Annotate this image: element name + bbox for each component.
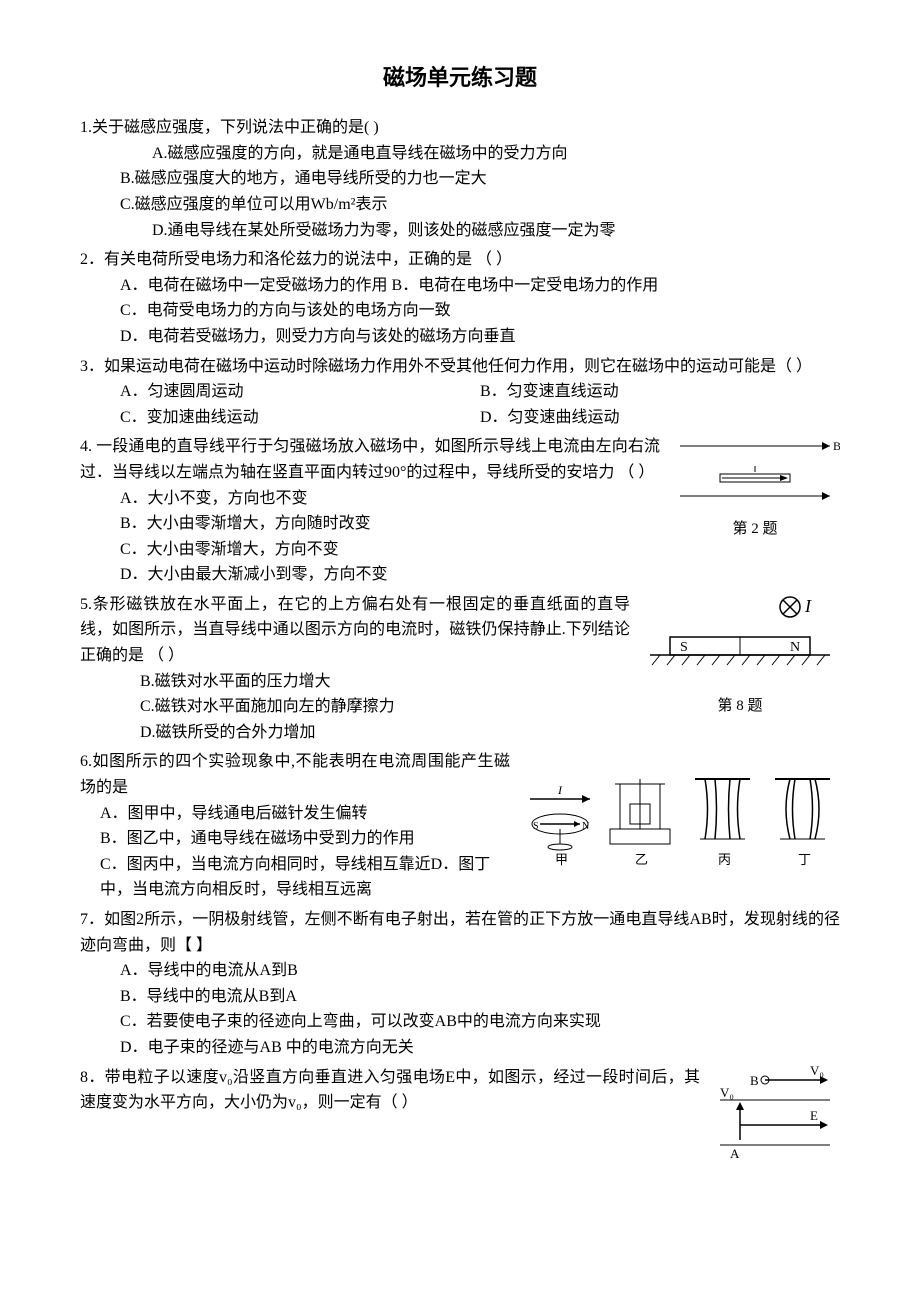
option-a: A．匀速圆周运动: [120, 379, 480, 405]
question-2: 2．有关电荷所受电场力和洛伦兹力的说法中，正确的是 （ ） A．电荷在磁场中一定…: [80, 247, 840, 349]
options: A．电荷在磁场中一定受磁场力的作用 B．电荷在电场中一定受电场力的作用 C．电荷…: [80, 273, 840, 350]
svg-text:V₀: V₀: [720, 1085, 734, 1100]
option-b: B．导线中的电流从B到A: [120, 984, 840, 1010]
question-text: 7．如图2所示，一阴极射线管，左侧不断有电子射出，若在管的正下方放一通电直导线A…: [80, 907, 840, 958]
svg-text:乙: 乙: [635, 852, 648, 867]
question-text: 3．如果运动电荷在磁场中运动时除磁场力作用外不受其他任何力作用，则它在磁场中的运…: [80, 354, 840, 380]
option-b: B．匀变速直线运动: [480, 379, 840, 405]
option-d: D．电子束的径迹与AB 中的电流方向无关: [120, 1035, 840, 1061]
figure-q8: V₀ B V₀ E A: [710, 1065, 840, 1174]
option-c: C．若要使电子束的径迹向上弯曲，可以改变AB中的电流方向来实现: [120, 1009, 840, 1035]
question-text: 2．有关电荷所受电场力和洛伦兹力的说法中，正确的是 （ ）: [80, 247, 840, 273]
question-6: I S N 甲 乙: [80, 749, 840, 903]
question-7: 7．如图2所示，一阴极射线管，左侧不断有电子射出，若在管的正下方放一通电直导线A…: [80, 907, 840, 1061]
options: A．导线中的电流从A到B B．导线中的电流从B到A C．若要使电子束的径迹向上弯…: [80, 958, 840, 1060]
figure-label: 第 8 题: [640, 694, 840, 718]
option-a: A．导线中的电流从A到B: [120, 958, 840, 984]
option-d: D．大小由最大渐减小到零，方向不变: [120, 562, 840, 588]
page-title: 磁场单元练习题: [80, 60, 840, 95]
option-ab: A．电荷在磁场中一定受磁场力的作用 B．电荷在电场中一定受电场力的作用: [120, 273, 840, 299]
svg-text:I: I: [557, 783, 563, 797]
question-3: 3．如果运动电荷在磁场中运动时除磁场力作用外不受其他任何力作用，则它在磁场中的运…: [80, 354, 840, 431]
svg-text:B: B: [750, 1073, 759, 1088]
option-d: D.磁铁所受的合外力增加: [140, 720, 840, 746]
option-a: A.磁感应强度的方向，就是通电直导线在磁场中的受力方向: [120, 141, 840, 167]
options: A．匀速圆周运动 B．匀变速直线运动 C．变加速曲线运动 D．匀变速曲线运动: [80, 379, 840, 430]
figure-label: 第 2 题: [670, 517, 840, 541]
option-c: C.磁感应强度的单位可以用Wb/m²表示: [120, 192, 840, 218]
label-n: N: [790, 640, 800, 655]
svg-text:N: N: [582, 821, 589, 832]
question-1: 1.关于磁感应强度，下列说法中正确的是( ) A.磁感应强度的方向，就是通电直导…: [80, 115, 840, 243]
option-d: D．电荷若受磁场力，则受力方向与该处的磁场方向垂直: [120, 324, 840, 350]
question-4: B 第 2 题 4. 一段通电的直导线平行于匀强磁场放入磁场中，如图所示导线上电…: [80, 434, 840, 588]
svg-text:丙: 丙: [718, 852, 731, 867]
option-d: D.通电导线在某处所受磁场力为零，则该处的磁感应强度一定为零: [120, 218, 840, 244]
svg-text:E: E: [810, 1108, 818, 1123]
option-d: D．匀变速曲线运动: [480, 405, 840, 431]
svg-text:A: A: [730, 1146, 740, 1161]
label-i: I: [804, 596, 812, 616]
svg-text:甲: 甲: [555, 852, 568, 867]
four-experiments-diagram: I S N 甲 乙: [520, 769, 840, 869]
figure-q5: I S N 第 8 题: [640, 592, 840, 719]
figure-q6: I S N 甲 乙: [520, 769, 840, 878]
svg-text:丁: 丁: [798, 852, 811, 867]
option-c: C．电荷受电场力的方向与该处的电场方向一致: [120, 298, 840, 324]
figure-q4: B 第 2 题: [670, 434, 840, 541]
question-text: 1.关于磁感应强度，下列说法中正确的是( ): [80, 115, 840, 141]
label-b: B: [833, 439, 840, 453]
bar-magnet-diagram: I S N: [640, 592, 840, 682]
magnetic-field-diagram: B: [670, 434, 840, 504]
svg-text:V₀: V₀: [810, 1065, 824, 1078]
option-b: B.磁感应强度大的地方，通电导线所受的力也一定大: [120, 166, 840, 192]
question-8: V₀ B V₀ E A 8．带电粒子以速度v₀沿竖直方向垂直进入匀强电场E中，如…: [80, 1065, 840, 1174]
options: A.磁感应强度的方向，就是通电直导线在磁场中的受力方向 B.磁感应强度大的地方，…: [80, 141, 840, 243]
option-c: C．变加速曲线运动: [120, 405, 480, 431]
velocity-diagram: V₀ B V₀ E A: [710, 1065, 840, 1165]
question-5: I S N 第 8 题 5.条形磁铁放在水平面上，在它的上方偏右处有一根固定的垂…: [80, 592, 840, 746]
svg-text:S: S: [533, 821, 539, 832]
label-s: S: [680, 640, 688, 655]
